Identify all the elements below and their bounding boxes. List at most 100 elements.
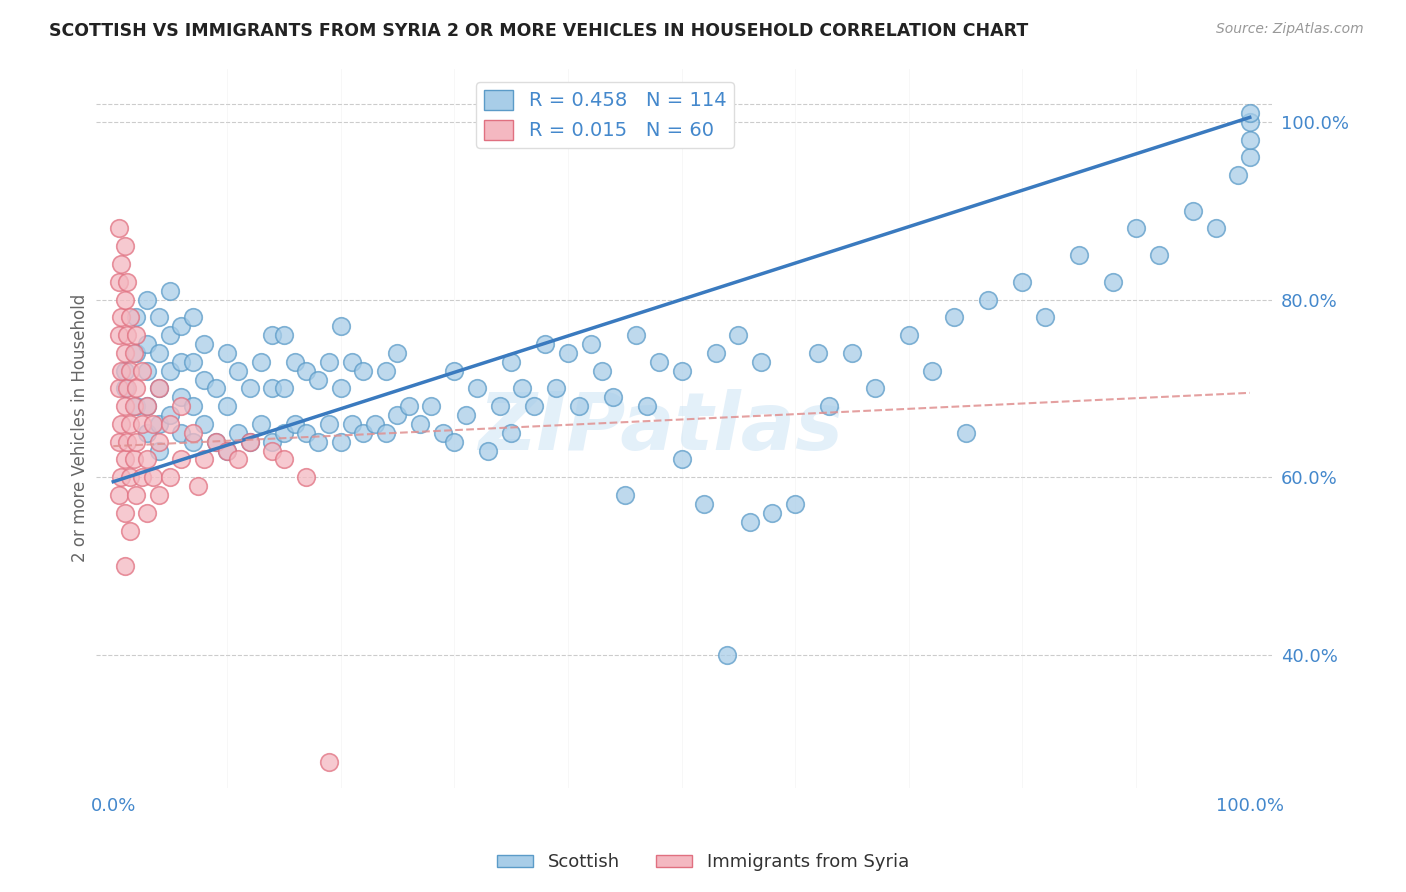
Point — [136, 452, 159, 467]
Point — [1205, 221, 1227, 235]
Point — [1181, 203, 1204, 218]
Point — [125, 399, 148, 413]
Point — [340, 355, 363, 369]
Point — [108, 381, 131, 395]
Point — [921, 363, 943, 377]
Point — [136, 363, 159, 377]
Point — [122, 399, 145, 413]
Point — [108, 488, 131, 502]
Point — [120, 417, 142, 431]
Point — [1147, 248, 1170, 262]
Point — [568, 399, 591, 413]
Point — [122, 452, 145, 467]
Point — [863, 381, 886, 395]
Point — [148, 488, 170, 502]
Point — [136, 293, 159, 307]
Point — [465, 381, 488, 395]
Point — [1125, 221, 1147, 235]
Point — [807, 346, 830, 360]
Point — [159, 363, 181, 377]
Text: ZIPatlas: ZIPatlas — [478, 390, 844, 467]
Point — [120, 524, 142, 538]
Point — [181, 310, 204, 325]
Point — [443, 363, 465, 377]
Point — [159, 328, 181, 343]
Point — [215, 443, 238, 458]
Point — [239, 434, 262, 449]
Legend: Scottish, Immigrants from Syria: Scottish, Immigrants from Syria — [489, 847, 917, 879]
Point — [193, 372, 215, 386]
Point — [110, 257, 132, 271]
Point — [693, 497, 716, 511]
Point — [193, 337, 215, 351]
Point — [142, 417, 165, 431]
Point — [120, 470, 142, 484]
Point — [131, 417, 153, 431]
Point — [136, 506, 159, 520]
Point — [148, 346, 170, 360]
Point — [329, 434, 352, 449]
Point — [1069, 248, 1091, 262]
Point — [193, 452, 215, 467]
Point — [398, 399, 420, 413]
Point — [387, 346, 409, 360]
Point — [352, 363, 374, 377]
Point — [1239, 133, 1261, 147]
Point — [159, 408, 181, 422]
Point — [108, 328, 131, 343]
Point — [749, 355, 772, 369]
Point — [977, 293, 1000, 307]
Point — [114, 239, 136, 253]
Point — [318, 755, 340, 769]
Point — [262, 434, 284, 449]
Point — [125, 488, 148, 502]
Point — [318, 355, 340, 369]
Point — [557, 346, 579, 360]
Point — [262, 443, 284, 458]
Point — [262, 381, 284, 395]
Point — [671, 452, 693, 467]
Point — [114, 363, 136, 377]
Point — [841, 346, 863, 360]
Point — [273, 328, 295, 343]
Point — [409, 417, 432, 431]
Point — [115, 275, 138, 289]
Y-axis label: 2 or more Vehicles in Household: 2 or more Vehicles in Household — [72, 294, 89, 563]
Point — [181, 425, 204, 440]
Point — [120, 310, 142, 325]
Point — [170, 399, 193, 413]
Point — [1239, 150, 1261, 164]
Point — [159, 284, 181, 298]
Point — [818, 399, 841, 413]
Point — [148, 310, 170, 325]
Point — [170, 425, 193, 440]
Point — [340, 417, 363, 431]
Point — [1011, 275, 1033, 289]
Point — [250, 355, 273, 369]
Point — [120, 363, 142, 377]
Point — [704, 346, 727, 360]
Point — [239, 434, 262, 449]
Point — [114, 506, 136, 520]
Point — [387, 408, 409, 422]
Point — [477, 443, 499, 458]
Point — [110, 417, 132, 431]
Point — [215, 399, 238, 413]
Point — [443, 434, 465, 449]
Point — [148, 417, 170, 431]
Point — [136, 337, 159, 351]
Point — [375, 425, 398, 440]
Point — [624, 328, 647, 343]
Point — [159, 417, 181, 431]
Point — [115, 381, 138, 395]
Point — [122, 346, 145, 360]
Point — [284, 417, 307, 431]
Point — [131, 363, 153, 377]
Point — [1239, 115, 1261, 129]
Point — [273, 452, 295, 467]
Point — [671, 363, 693, 377]
Point — [1033, 310, 1056, 325]
Point — [239, 381, 262, 395]
Point — [738, 515, 761, 529]
Point — [159, 470, 181, 484]
